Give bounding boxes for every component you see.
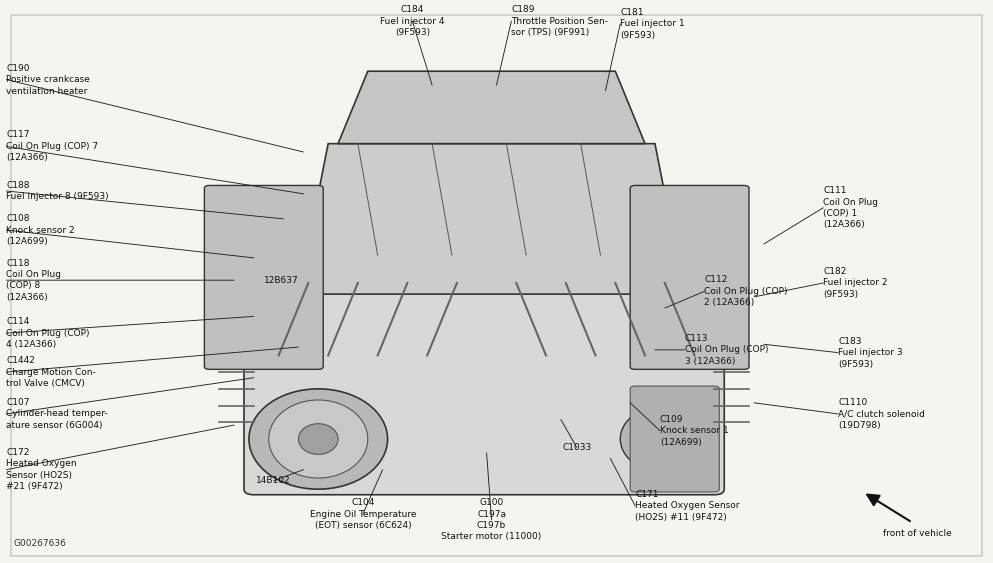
- Text: C1110
A/C clutch solenoid
(19D798): C1110 A/C clutch solenoid (19D798): [838, 398, 925, 430]
- FancyBboxPatch shape: [11, 15, 982, 556]
- Text: C113
Coil On Plug (COP)
3 (12A366): C113 Coil On Plug (COP) 3 (12A366): [684, 334, 769, 366]
- Text: front of vehicle: front of vehicle: [883, 529, 952, 538]
- Text: C188
Fuel injector 8 (9F593): C188 Fuel injector 8 (9F593): [6, 181, 109, 201]
- Polygon shape: [299, 144, 684, 294]
- Text: C181
Fuel injector 1
(9F593): C181 Fuel injector 1 (9F593): [621, 8, 685, 40]
- Text: 12B637: 12B637: [264, 276, 299, 285]
- Text: C117
Coil On Plug (COP) 7
(12A366): C117 Coil On Plug (COP) 7 (12A366): [6, 131, 98, 162]
- Text: C118
Coil On Plug
(COP) 8
(12A366): C118 Coil On Plug (COP) 8 (12A366): [6, 258, 62, 302]
- Text: C182
Fuel injector 2
(9F593): C182 Fuel injector 2 (9F593): [823, 267, 888, 299]
- FancyBboxPatch shape: [244, 289, 724, 495]
- Text: C109
Knock sensor 1
(12A699): C109 Knock sensor 1 (12A699): [660, 415, 729, 446]
- Text: C111
Coil On Plug
(COP) 1
(12A366): C111 Coil On Plug (COP) 1 (12A366): [823, 186, 878, 229]
- Ellipse shape: [640, 419, 689, 458]
- FancyBboxPatch shape: [631, 185, 749, 369]
- Text: C104
Engine Oil Temperature
(EOT) sensor (6C624): C104 Engine Oil Temperature (EOT) sensor…: [310, 498, 416, 530]
- Text: C1442
Charge Motion Con-
trol Valve (CMCV): C1442 Charge Motion Con- trol Valve (CMC…: [6, 356, 96, 388]
- FancyBboxPatch shape: [205, 185, 323, 369]
- Text: C189
Throttle Position Sen-
sor (TPS) (9F991): C189 Throttle Position Sen- sor (TPS) (9…: [511, 5, 609, 37]
- Text: 14B102: 14B102: [256, 476, 291, 485]
- Text: G00267636: G00267636: [13, 539, 67, 548]
- Text: C112
Coil On Plug (COP)
2 (12A366): C112 Coil On Plug (COP) 2 (12A366): [704, 275, 788, 307]
- Text: C1033: C1033: [562, 443, 592, 452]
- FancyBboxPatch shape: [631, 386, 719, 492]
- Text: C114
Coil On Plug (COP)
4 (12A366): C114 Coil On Plug (COP) 4 (12A366): [6, 317, 89, 349]
- Text: C107
Cylinder-head temper-
ature sensor (6G004): C107 Cylinder-head temper- ature sensor …: [6, 398, 108, 430]
- Polygon shape: [338, 71, 645, 144]
- Text: C171
Heated Oxygen Sensor
(HO2S) #11 (9F472): C171 Heated Oxygen Sensor (HO2S) #11 (9F…: [636, 490, 740, 522]
- Text: C184
Fuel injector 4
(9F593): C184 Fuel injector 4 (9F593): [380, 5, 445, 37]
- Ellipse shape: [269, 400, 367, 478]
- Text: C172
Heated Oxygen
Sensor (HO2S)
#21 (9F472): C172 Heated Oxygen Sensor (HO2S) #21 (9F…: [6, 448, 77, 491]
- Ellipse shape: [621, 405, 709, 472]
- Ellipse shape: [249, 389, 387, 489]
- Text: C183
Fuel injector 3
(9F593): C183 Fuel injector 3 (9F593): [838, 337, 903, 369]
- Text: G100
C197a
C197b
Starter motor (11000): G100 C197a C197b Starter motor (11000): [442, 498, 541, 542]
- Text: C190
Positive crankcase
ventilation heater: C190 Positive crankcase ventilation heat…: [6, 64, 90, 96]
- Ellipse shape: [299, 424, 338, 454]
- Text: C108
Knock sensor 2
(12A699): C108 Knock sensor 2 (12A699): [6, 214, 74, 246]
